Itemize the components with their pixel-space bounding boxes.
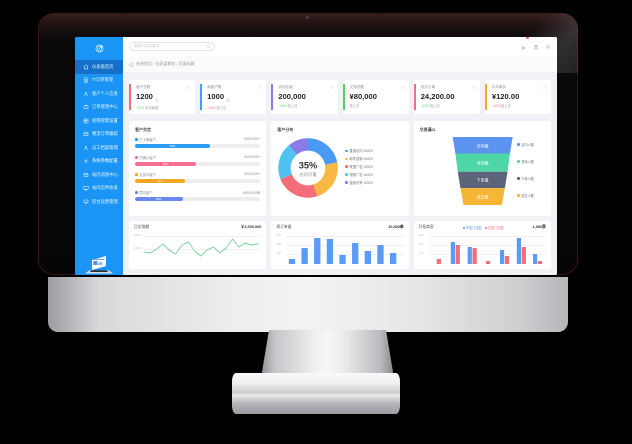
svg-text:总访问量: 总访问量 [300,171,318,178]
svg-text:访问量: 访问量 [476,143,488,149]
svg-text:咨询量: 咨询量 [476,160,488,166]
svg-text:35%: 35% [299,161,318,171]
svg-text:成交量: 成交量 [476,194,488,200]
svg-text:下单量: 下单量 [476,177,488,183]
